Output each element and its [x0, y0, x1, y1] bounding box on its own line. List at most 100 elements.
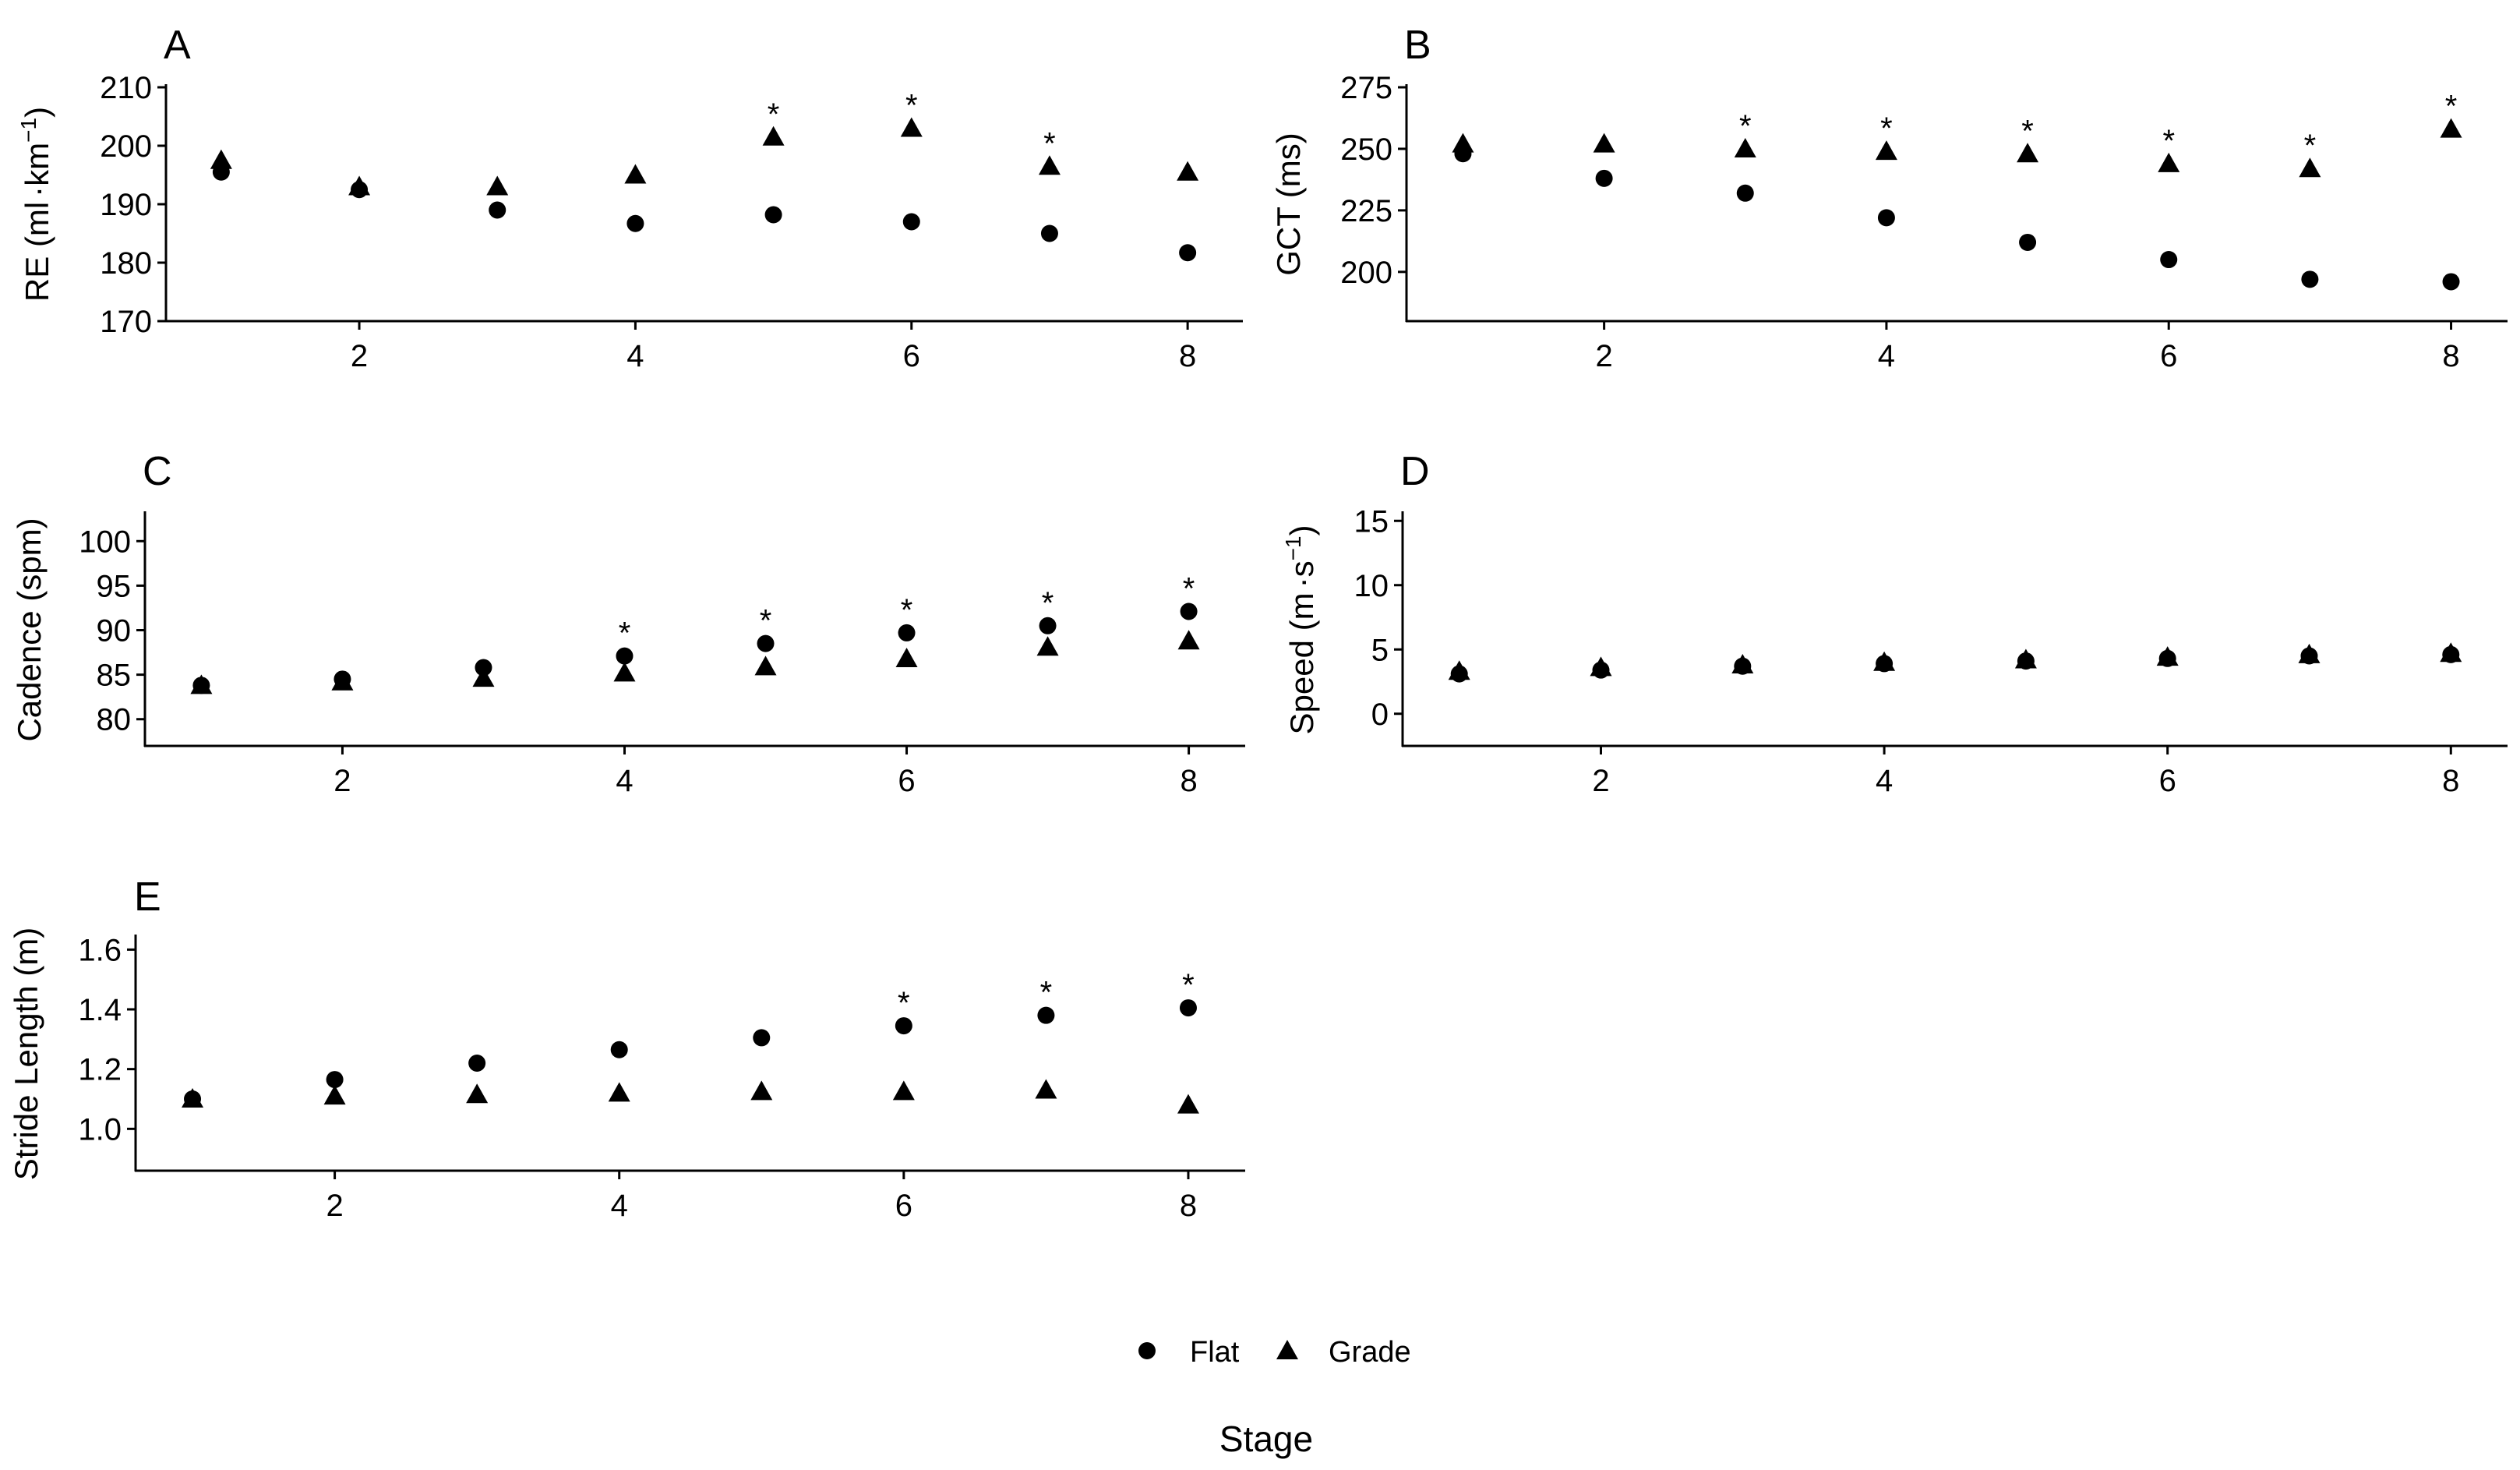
point-grade	[2156, 646, 2179, 666]
y-tick-label: 210	[100, 71, 152, 105]
point-flat	[1179, 999, 1197, 1017]
panel-c: C 80 85 90 95 100 2 4 6 8 Cadence (spm) * * * * *	[11, 449, 1245, 798]
x-tick-label: 2	[1595, 339, 1612, 373]
significance-asterisk: *	[1182, 968, 1195, 1002]
x-tick-label: 8	[1180, 1189, 1197, 1223]
point-grade	[608, 1082, 630, 1102]
point-grade	[1875, 140, 1897, 161]
x-tick-label: 6	[2159, 764, 2176, 798]
y-tick-label: 95	[97, 569, 132, 603]
point-flat	[898, 624, 916, 641]
y-tick-label: 190	[100, 188, 152, 222]
y-tick-label: 275	[1340, 71, 1392, 105]
x-tick-label: 4	[626, 339, 644, 373]
point-flat	[1595, 169, 1613, 187]
point-grade	[1038, 155, 1061, 175]
x-tick-label: 8	[1179, 339, 1196, 373]
legend-grade-marker	[1276, 1340, 1298, 1359]
point-flat	[626, 214, 644, 232]
point-grade	[1035, 1079, 1057, 1099]
point-grade	[2017, 143, 2039, 163]
point-flat	[489, 201, 506, 219]
significance-asterisk: *	[905, 89, 918, 123]
y-axis-title: Stride Length (m)	[8, 928, 44, 1180]
y-tick-label: 250	[1340, 133, 1392, 167]
panel-a: A 170 180 190 200 210 2 4 6 8 RE (ml·km−1) * * *	[16, 23, 1243, 373]
significance-asterisk: *	[768, 97, 780, 132]
point-grade	[1448, 660, 1470, 680]
x-tick-label: 8	[1180, 764, 1197, 798]
x-tick-label: 6	[898, 764, 915, 798]
panel-b: B 200 225 250 275 2 4 6 8 GCT (ms) * * * * * *	[1270, 23, 2508, 373]
y-tick-label: 15	[1354, 504, 1389, 539]
point-grade	[190, 674, 213, 694]
x-tick-label: 6	[2160, 339, 2177, 373]
legend-grade-label: Grade	[1329, 1336, 1411, 1369]
point-grade	[1734, 137, 1756, 157]
point-flat	[1037, 1006, 1055, 1024]
x-axis-title: Stage	[1219, 1419, 1313, 1459]
point-flat	[610, 1041, 628, 1058]
point-flat	[753, 1029, 771, 1047]
y-tick-label: 170	[100, 305, 152, 339]
y-tick-label: 100	[79, 525, 131, 559]
x-tick-label: 8	[2442, 339, 2459, 373]
panel-d: D 0 5 10 15 2 4 6 8 Speed (m·s−1)	[1281, 449, 2508, 798]
point-grade	[1731, 654, 1754, 674]
point-grade	[486, 175, 509, 196]
point-flat	[902, 213, 920, 231]
x-tick-label: 4	[611, 1189, 628, 1223]
point-grade	[900, 117, 923, 137]
y-tick-label: 90	[97, 614, 132, 648]
point-flat	[764, 206, 782, 224]
point-grade	[1177, 161, 1199, 181]
significance-asterisk: *	[760, 604, 772, 638]
point-grade	[182, 1088, 204, 1108]
point-flat	[1040, 224, 1058, 242]
point-grade	[613, 662, 636, 682]
significance-asterisk: *	[2445, 90, 2458, 124]
point-flat	[326, 1071, 344, 1089]
significance-asterisk: *	[1040, 976, 1053, 1010]
panel-letter: A	[164, 23, 191, 68]
point-grade	[1873, 651, 1896, 671]
legend-flat-label: Flat	[1190, 1336, 1240, 1369]
x-tick-label: 6	[903, 339, 920, 373]
point-grade	[762, 125, 785, 146]
x-tick-label: 2	[326, 1189, 343, 1223]
significance-asterisk: *	[2304, 129, 2317, 163]
panel-e: E 1.0 1.2 1.4 1.6 2 4 6 8 Stride Length (m) * * *	[8, 875, 1245, 1223]
point-grade	[2299, 157, 2321, 178]
point-grade	[2158, 152, 2180, 172]
point-grade	[348, 175, 371, 196]
y-tick-label: 0	[1371, 698, 1389, 732]
point-flat	[1877, 209, 1895, 227]
significance-asterisk: *	[619, 617, 631, 651]
y-tick-label: 1.0	[78, 1112, 122, 1147]
point-grade	[1036, 636, 1059, 656]
x-tick-label: 2	[351, 339, 368, 373]
significance-asterisk: *	[2021, 114, 2034, 148]
point-grade	[1177, 630, 1200, 650]
y-tick-label: 200	[1340, 256, 1392, 290]
point-flat	[2442, 273, 2460, 291]
point-grade	[895, 648, 918, 668]
point-grade	[624, 164, 647, 184]
significance-asterisk: *	[2162, 124, 2175, 158]
y-axis-title: GCT (ms)	[1270, 133, 1307, 276]
point-flat	[2301, 270, 2319, 288]
point-grade	[210, 149, 232, 169]
significance-asterisk: *	[898, 986, 910, 1020]
point-grade	[1590, 656, 1612, 677]
point-grade	[466, 1083, 489, 1104]
panel-letter: E	[134, 875, 161, 920]
y-tick-label: 180	[100, 246, 152, 281]
legend-flat-marker	[1138, 1342, 1156, 1359]
point-flat	[1039, 617, 1057, 634]
y-axis-title: Cadence (spm)	[11, 518, 48, 741]
point-flat	[895, 1017, 912, 1035]
point-flat	[2160, 251, 2178, 269]
significance-asterisk: *	[1043, 126, 1056, 161]
